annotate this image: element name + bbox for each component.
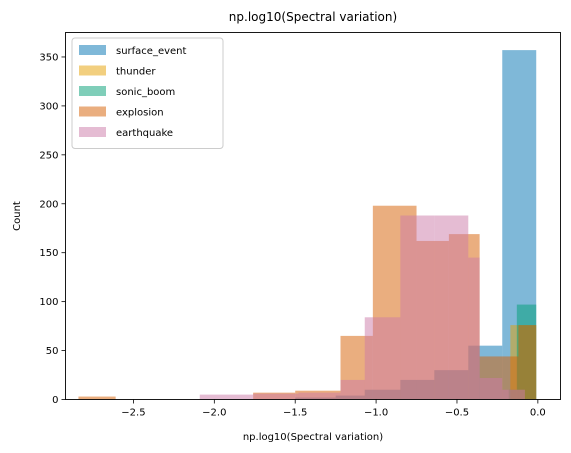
x-tick-label: 0.0 — [530, 408, 546, 419]
bar-explosion-0 — [78, 396, 116, 400]
legend-swatch-thunder — [79, 65, 106, 76]
legend-label-surface_event: surface_event — [116, 46, 187, 57]
bar-earthquake-4 — [364, 317, 401, 400]
bar-earthquake-0 — [199, 394, 254, 400]
y-tick-label: 150 — [39, 248, 58, 259]
x-tick-label: −0.5 — [445, 408, 469, 419]
y-tick-label: 250 — [39, 150, 58, 161]
y-axis-label: Count — [12, 201, 23, 231]
y-tick-label: 0 — [52, 395, 58, 406]
bar-earthquake-1 — [253, 393, 299, 400]
y-tick-label: 350 — [39, 52, 58, 63]
x-tick-label: −2.0 — [202, 408, 226, 419]
bar-earthquake-8 — [479, 377, 503, 400]
y-tick-label: 200 — [39, 199, 58, 210]
y-tick-label: 300 — [39, 101, 58, 112]
legend-swatch-surface_event — [79, 45, 106, 55]
histogram-bars — [78, 50, 537, 400]
bar-earthquake-3 — [340, 379, 365, 400]
bar-earthquake-5 — [400, 215, 435, 400]
bar-earthquake-2 — [298, 392, 341, 400]
series-earthquake — [199, 215, 525, 400]
legend-label-explosion: explosion — [116, 108, 164, 119]
y-tick-label: 100 — [39, 297, 58, 308]
legend-box — [71, 37, 224, 149]
axes-frame — [65, 32, 561, 400]
legend-swatch-earthquake — [79, 127, 106, 137]
bar-explosion-8 — [518, 325, 537, 400]
legend-label-sonic_boom: sonic_boom — [116, 87, 175, 98]
bar-earthquake-6 — [434, 215, 469, 400]
y-axis-ticks: 0 50 100 150 200 250 300 350 — [39, 52, 66, 406]
legend-swatch-explosion — [79, 106, 106, 117]
x-tick-label: −2.5 — [121, 408, 145, 419]
bar-earthquake-9 — [502, 389, 525, 400]
legend-label-thunder: thunder — [116, 67, 156, 78]
x-axis-label: np.log10(Spectral variation) — [243, 432, 383, 443]
x-tick-label: −1.5 — [283, 408, 307, 419]
y-tick-label: 50 — [46, 346, 59, 357]
x-tick-label: −1.0 — [364, 408, 388, 419]
chart-title: np.log10(Spectral variation) — [229, 10, 397, 24]
x-axis-ticks: −2.5 −2.0 −1.5 −1.0 −0.5 0.0 — [121, 399, 546, 419]
legend-swatch-sonic_boom — [79, 86, 106, 96]
bar-earthquake-7 — [468, 257, 480, 400]
legend-label-earthquake: earthquake — [116, 128, 173, 139]
